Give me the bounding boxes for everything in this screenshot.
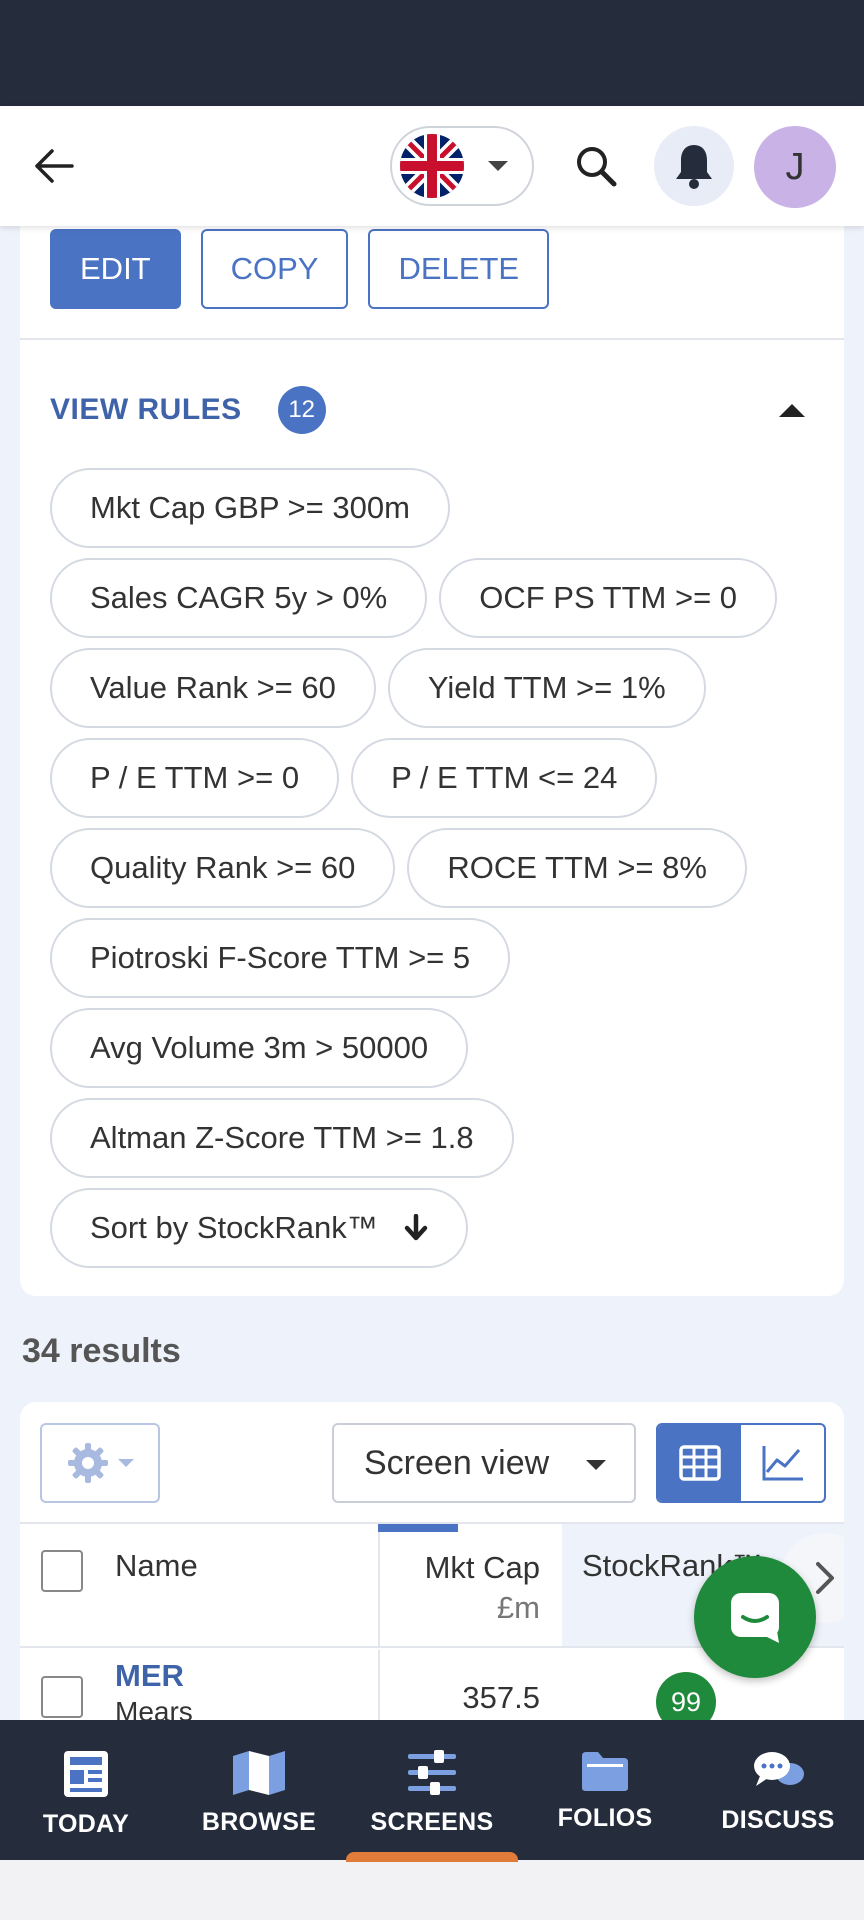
nav-label: FOLIOS	[557, 1804, 653, 1832]
ticker-link[interactable]: MER	[115, 1658, 184, 1693]
delete-button[interactable]: DELETE	[368, 229, 550, 309]
view-mode-toggle	[656, 1423, 826, 1503]
rule-label: ROCE TTM >= 8%	[447, 850, 707, 885]
gear-icon	[68, 1443, 108, 1483]
chevron-up-icon[interactable]	[779, 404, 805, 417]
top-nav: J	[0, 106, 864, 226]
results-table-card: Screen view Name Mkt Cap £m StockRank™	[20, 1402, 844, 1722]
nav-today[interactable]: TODAY	[0, 1720, 172, 1860]
rule-label: Piotroski F-Score TTM >= 5	[90, 940, 471, 975]
rule-chip-pe-min[interactable]: P / E TTM >= 0	[50, 738, 340, 818]
rule-chip-altman[interactable]: Altman Z-Score TTM >= 1.8	[50, 1098, 514, 1178]
nav-label: TODAY	[42, 1810, 130, 1838]
chevron-down-icon	[586, 1460, 606, 1470]
rule-label: Altman Z-Score TTM >= 1.8	[90, 1120, 474, 1155]
search-button[interactable]	[568, 138, 624, 194]
sort-chip[interactable]: Sort by StockRank™	[50, 1188, 468, 1268]
system-nav-area	[0, 1860, 864, 1920]
rules-list: Mkt Cap GBP >= 300m Sales CAGR 5y > 0% O…	[50, 468, 830, 1268]
nav-label: DISCUSS	[721, 1806, 835, 1834]
chat-bubbles-icon	[754, 1752, 804, 1786]
grid-view-button[interactable]	[658, 1425, 741, 1501]
rule-chip-ocf-ps[interactable]: OCF PS TTM >= 0	[439, 558, 778, 638]
rule-label: Sales CAGR 5y > 0%	[90, 580, 388, 615]
column-header-mkt-cap[interactable]: Mkt Cap £m	[380, 1548, 560, 1628]
search-icon	[577, 147, 617, 187]
sort-indicator	[378, 1524, 458, 1532]
rule-chip-sales-cagr[interactable]: Sales CAGR 5y > 0%	[50, 558, 428, 638]
rule-label: OCF PS TTM >= 0	[479, 580, 738, 615]
chat-button[interactable]	[694, 1556, 816, 1678]
copy-button[interactable]: COPY	[200, 229, 349, 309]
table-settings-button[interactable]	[40, 1423, 160, 1503]
bell-icon	[676, 145, 712, 189]
nav-browse[interactable]: BROWSE	[173, 1720, 345, 1860]
rule-chip-mkt-cap[interactable]: Mkt Cap GBP >= 300m	[50, 468, 450, 548]
rule-label: Yield TTM >= 1%	[427, 670, 666, 705]
select-all-checkbox[interactable]	[41, 1550, 83, 1592]
column-header-mkt-cap-unit: £m	[496, 1590, 540, 1625]
column-separator	[378, 1524, 380, 1646]
table-grid-icon	[678, 1445, 721, 1481]
rule-chip-value-rank[interactable]: Value Rank >= 60	[50, 648, 376, 728]
rule-chip-avg-volume[interactable]: Avg Volume 3m > 50000	[50, 1008, 469, 1088]
rule-label: Avg Volume 3m > 50000	[90, 1030, 429, 1065]
row-checkbox[interactable]	[41, 1676, 83, 1718]
screen-actions: EDIT COPY DELETE	[50, 229, 550, 309]
rule-label: Value Rank >= 60	[90, 670, 336, 705]
map-icon	[233, 1751, 285, 1795]
screen-rules-card: EDIT COPY DELETE VIEW RULES 12 Mkt Cap G…	[20, 180, 844, 1296]
nav-folios[interactable]: FOLIOS	[519, 1720, 691, 1860]
view-rules-title: VIEW RULES	[50, 393, 242, 426]
rule-chip-piotroski[interactable]: Piotroski F-Score TTM >= 5	[50, 918, 511, 998]
nav-label: BROWSE	[201, 1808, 317, 1836]
view-select[interactable]: Screen view	[332, 1423, 636, 1503]
sort-label: Sort by StockRank™	[90, 1210, 378, 1245]
rule-label: P / E TTM <= 24	[391, 760, 618, 795]
table-row[interactable]: MER Mears 357.5 99 I	[20, 1650, 844, 1722]
results-count: 34 results	[22, 1332, 181, 1370]
rule-chip-yield[interactable]: Yield TTM >= 1%	[387, 648, 706, 728]
bottom-nav: TODAY BROWSE SCREENS FOLIOS	[0, 1720, 864, 1862]
arrow-down-icon	[404, 1214, 427, 1241]
edit-button[interactable]: EDIT	[50, 229, 181, 309]
chevron-down-icon	[488, 161, 508, 171]
company-name: Mears	[115, 1696, 193, 1722]
view-rules-toggle[interactable]: VIEW RULES 12	[50, 380, 820, 440]
nav-screens[interactable]: SCREENS	[346, 1720, 518, 1860]
status-bar	[0, 0, 864, 106]
rules-count-badge: 12	[277, 386, 326, 434]
nav-label: SCREENS	[370, 1808, 494, 1836]
chevron-right-icon	[816, 1562, 834, 1594]
rule-label: Mkt Cap GBP >= 300m	[90, 490, 410, 525]
chart-view-button[interactable]	[741, 1425, 824, 1501]
rule-chip-pe-max[interactable]: P / E TTM <= 24	[351, 738, 658, 818]
chevron-down-icon	[118, 1459, 134, 1467]
stockrank-badge: 99	[656, 1672, 716, 1722]
back-button[interactable]	[30, 142, 78, 190]
column-header-name[interactable]: Name	[115, 1548, 198, 1583]
mkt-cap-value: 357.5	[462, 1680, 540, 1715]
rule-chip-roce[interactable]: ROCE TTM >= 8%	[407, 828, 747, 908]
sliders-icon	[408, 1750, 456, 1795]
notifications-button[interactable]	[654, 126, 734, 206]
language-selector[interactable]	[390, 126, 534, 206]
nav-discuss[interactable]: DISCUSS	[692, 1720, 864, 1860]
column-header-mkt-cap-label: Mkt Cap	[424, 1550, 540, 1585]
rule-label: Quality Rank >= 60	[90, 850, 356, 885]
divider	[20, 338, 844, 340]
chat-icon	[731, 1593, 779, 1643]
rule-chip-quality-rank[interactable]: Quality Rank >= 60	[50, 828, 396, 908]
active-tab-indicator	[346, 1852, 518, 1862]
column-separator	[378, 1650, 380, 1722]
rule-label: P / E TTM >= 0	[90, 760, 300, 795]
avatar[interactable]: J	[754, 126, 836, 208]
arrow-left-icon	[35, 149, 74, 183]
folder-icon	[582, 1752, 628, 1791]
newspaper-icon	[64, 1751, 108, 1797]
uk-flag-icon	[400, 134, 464, 198]
view-select-value: Screen view	[364, 1443, 550, 1482]
line-chart-icon	[762, 1446, 803, 1481]
